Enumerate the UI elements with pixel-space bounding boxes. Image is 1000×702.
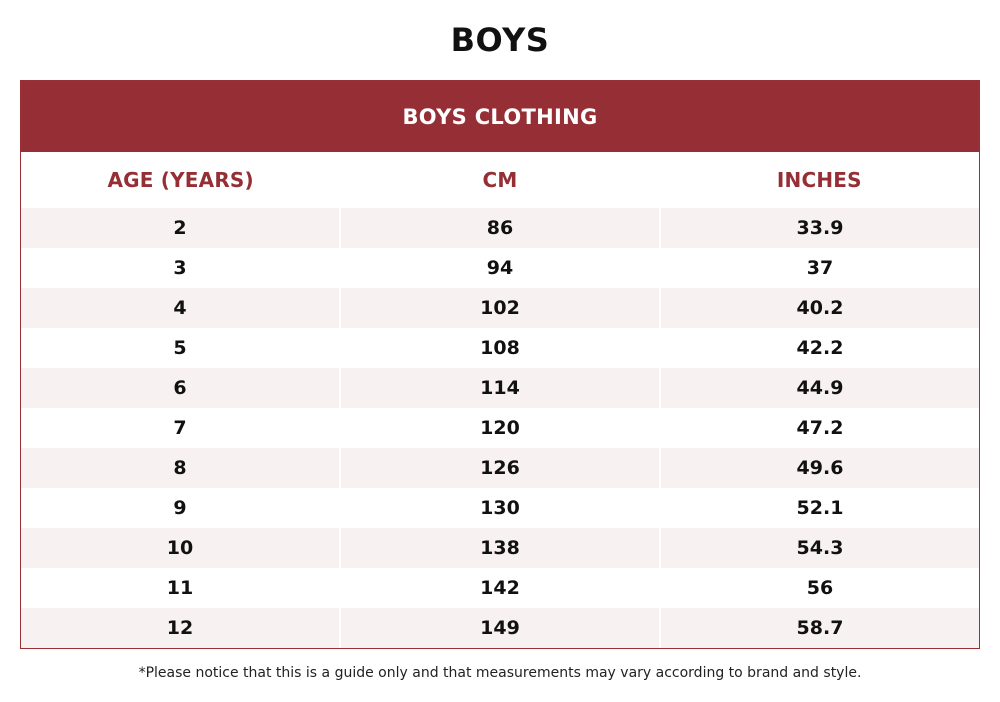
cm-cell: 102: [339, 288, 659, 328]
page-title: BOYS: [450, 21, 550, 59]
age-cell: 12: [21, 608, 339, 648]
cm-cell: 130: [339, 488, 659, 528]
inches-cell: 52.1: [659, 488, 979, 528]
age-cell: 8: [21, 448, 339, 488]
inches-cell: 40.2: [659, 288, 979, 328]
age-cell: 9: [21, 488, 339, 528]
inches-cell: 42.2: [659, 328, 979, 368]
inches-cell: 49.6: [659, 448, 979, 488]
age-cell: 3: [21, 248, 339, 288]
table-row: 8 126 49.6: [21, 448, 979, 488]
age-cell: 4: [21, 288, 339, 328]
table-row: 4 102 40.2: [21, 288, 979, 328]
column-header-cm: CM: [482, 168, 518, 192]
table-row: 3 94 37: [21, 248, 979, 288]
cm-cell: 126: [339, 448, 659, 488]
table-row: 7 120 47.2: [21, 408, 979, 448]
cm-cell: 94: [339, 248, 659, 288]
cm-cell: 108: [339, 328, 659, 368]
inches-cell: 44.9: [659, 368, 979, 408]
age-cell: 7: [21, 408, 339, 448]
inches-cell: 56: [659, 568, 979, 608]
table-row: 5 108 42.2: [21, 328, 979, 368]
inches-cell: 33.9: [659, 208, 979, 248]
age-cell: 5: [21, 328, 339, 368]
table-header-row: AGE (YEARS) CM INCHES: [21, 152, 979, 208]
disclaimer-footnote: *Please notice that this is a guide only…: [138, 665, 862, 681]
column-header-inches: INCHES: [776, 168, 862, 192]
column-header-age: AGE (YEARS): [107, 168, 254, 192]
table-body: 2 86 33.9 3 94 37 4 102 40.2 5 108 42.2 …: [21, 208, 979, 648]
table-row: 11 142 56: [21, 568, 979, 608]
table-row: 9 130 52.1: [21, 488, 979, 528]
inches-cell: 54.3: [659, 528, 979, 568]
size-chart-table: BOYS CLOTHING AGE (YEARS) CM INCHES 2 86…: [20, 80, 980, 649]
inches-cell: 58.7: [659, 608, 979, 648]
age-cell: 6: [21, 368, 339, 408]
table-row: 12 149 58.7: [21, 608, 979, 648]
age-cell: 11: [21, 568, 339, 608]
table-row: 2 86 33.9: [21, 208, 979, 248]
cm-cell: 114: [339, 368, 659, 408]
age-cell: 2: [21, 208, 339, 248]
cm-cell: 149: [339, 608, 659, 648]
cm-cell: 138: [339, 528, 659, 568]
cm-cell: 120: [339, 408, 659, 448]
cm-cell: 142: [339, 568, 659, 608]
cm-cell: 86: [339, 208, 659, 248]
table-banner: BOYS CLOTHING: [21, 81, 979, 152]
age-cell: 10: [21, 528, 339, 568]
table-row: 6 114 44.9: [21, 368, 979, 408]
table-row: 10 138 54.3: [21, 528, 979, 568]
inches-cell: 37: [659, 248, 979, 288]
inches-cell: 47.2: [659, 408, 979, 448]
